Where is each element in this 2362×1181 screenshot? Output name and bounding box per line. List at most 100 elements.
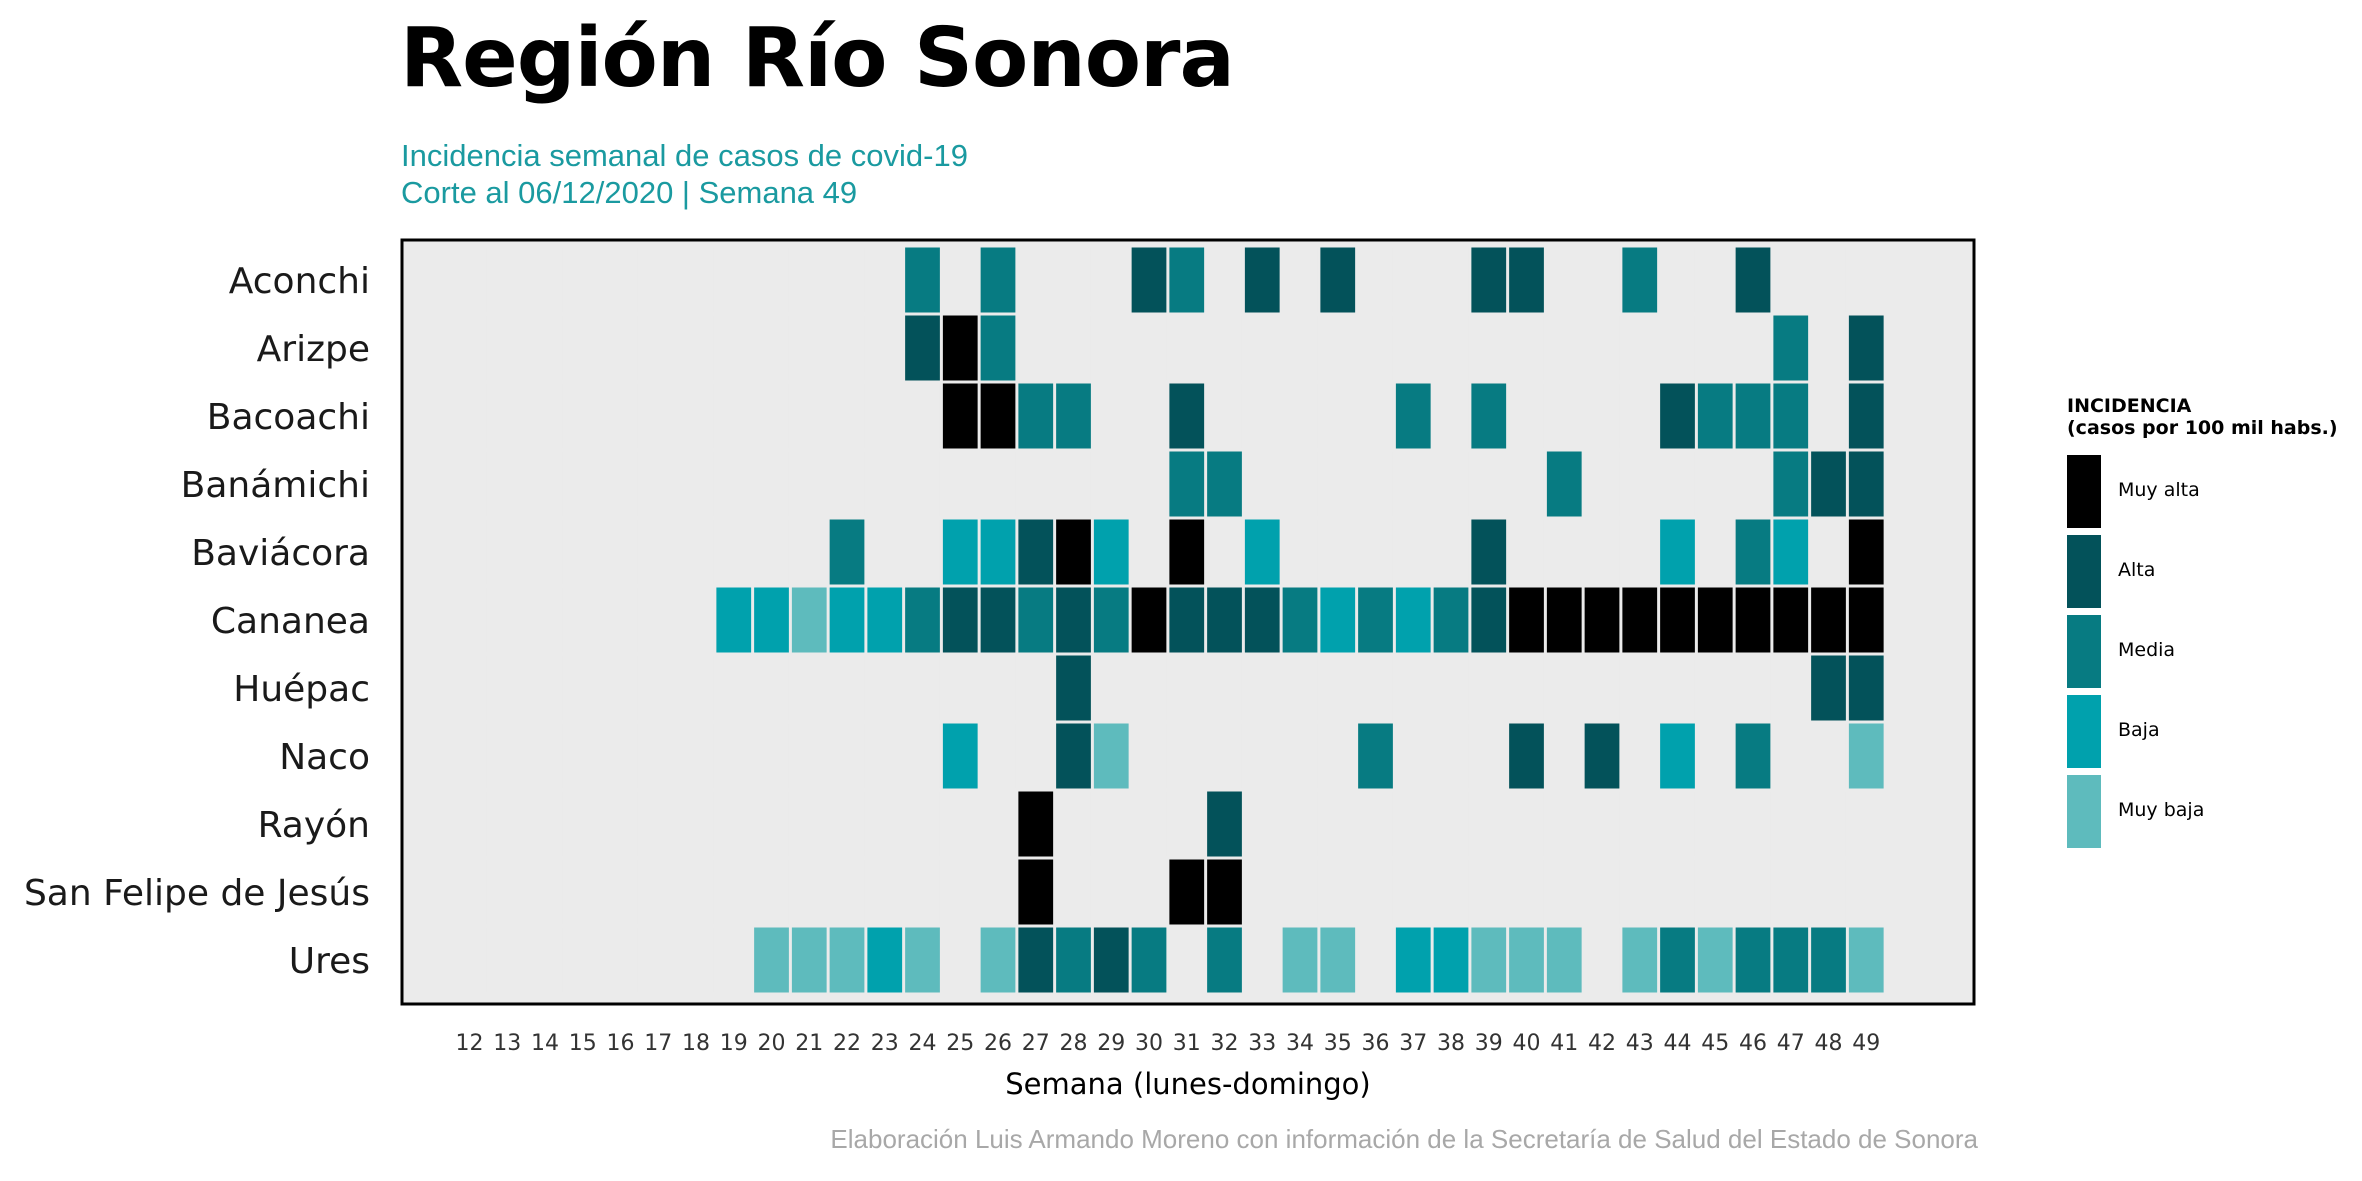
- heatmap-cell: [1697, 723, 1733, 789]
- legend-item-alta: Alta: [2067, 535, 2327, 608]
- heatmap-cell: [527, 655, 563, 721]
- heatmap-cell: [1848, 791, 1884, 857]
- heatmap-cell: [1622, 315, 1658, 381]
- heatmap-cell: [489, 519, 525, 585]
- heatmap-cell: [754, 247, 789, 313]
- heatmap-cell: [1244, 655, 1280, 721]
- heatmap-cell: [980, 791, 1016, 857]
- heatmap-cell: [1811, 859, 1846, 925]
- heatmap-cell: [1131, 791, 1167, 857]
- heatmap-cell: [603, 451, 638, 517]
- heatmap-cell: [1735, 859, 1771, 925]
- heatmap-cell: [1320, 791, 1356, 857]
- heatmap-cell: [716, 315, 752, 381]
- heatmap-cell: [1320, 927, 1356, 993]
- heatmap-cell: [1848, 587, 1884, 653]
- heatmap-cell: [1169, 383, 1205, 449]
- heatmap-cell: [1207, 451, 1242, 517]
- heatmap-cell: [1056, 315, 1091, 381]
- heatmap-cell: [1244, 451, 1280, 517]
- x-tick-label: 48: [1815, 1031, 1843, 1056]
- heatmap-cell: [489, 791, 525, 857]
- heatmap-cell: [1773, 587, 1809, 653]
- heatmap-cell: [489, 451, 525, 517]
- heatmap-cell: [1207, 655, 1242, 721]
- heatmap-cell: [1622, 723, 1658, 789]
- heatmap-cell: [942, 383, 978, 449]
- heatmap-cell: [1546, 791, 1582, 857]
- heatmap-cell: [1471, 315, 1507, 381]
- heatmap-cell: [452, 383, 487, 449]
- x-tick-label: 21: [795, 1031, 823, 1056]
- heatmap-cell: [1093, 927, 1129, 993]
- heatmap-cell: [1811, 519, 1846, 585]
- heatmap-cell: [1244, 587, 1280, 653]
- heatmap-cell: [905, 587, 940, 653]
- heatmap-cell: [1773, 519, 1809, 585]
- heatmap-cell: [1773, 791, 1809, 857]
- heatmap-cell: [1169, 315, 1205, 381]
- heatmap-cell: [1773, 451, 1809, 517]
- heatmap-cell: [1131, 383, 1167, 449]
- heatmap-cell: [942, 315, 978, 381]
- heatmap-cell: [829, 383, 865, 449]
- heatmap-cell: [1584, 587, 1620, 653]
- x-tick-label: 22: [833, 1031, 861, 1056]
- heatmap-cell: [603, 927, 638, 993]
- heatmap-cell: [1584, 315, 1620, 381]
- x-tick-label: 37: [1399, 1031, 1427, 1056]
- heatmap-cell: [1169, 791, 1205, 857]
- y-tick-label: Banámichi: [181, 465, 370, 506]
- heatmap-cell: [1811, 315, 1846, 381]
- heatmap-cell: [867, 723, 903, 789]
- legend-swatch: [2067, 695, 2101, 768]
- heatmap-cell: [565, 247, 601, 313]
- heatmap-cell: [1244, 315, 1280, 381]
- heatmap-cell: [716, 655, 752, 721]
- heatmap-cell: [1207, 519, 1242, 585]
- heatmap-cell: [1622, 791, 1658, 857]
- heatmap-cell: [1358, 451, 1393, 517]
- heatmap-cell: [1093, 791, 1129, 857]
- heatmap-cell: [980, 519, 1016, 585]
- legend-swatch: [2067, 775, 2101, 848]
- heatmap-cell: [905, 247, 940, 313]
- heatmap-cell: [791, 927, 827, 993]
- heatmap-cell: [452, 723, 487, 789]
- heatmap-cell: [452, 587, 487, 653]
- heatmap-cell: [1018, 859, 1054, 925]
- x-tick-label: 18: [682, 1031, 710, 1056]
- heatmap-cell: [791, 247, 827, 313]
- heatmap-cell: [1320, 247, 1356, 313]
- heatmap-cell: [754, 383, 789, 449]
- heatmap-cell: [791, 587, 827, 653]
- heatmap-cell: [1056, 723, 1091, 789]
- heatmap-cell: [565, 519, 601, 585]
- heatmap-cell: [791, 655, 827, 721]
- heatmap-cell: [640, 587, 676, 653]
- heatmap-cell: [942, 859, 978, 925]
- heatmap-cell: [489, 927, 525, 993]
- heatmap-cell: [754, 315, 789, 381]
- heatmap-cell: [1395, 655, 1431, 721]
- heatmap-cell: [640, 519, 676, 585]
- heatmap-cell: [1169, 587, 1205, 653]
- heatmap-cell: [829, 655, 865, 721]
- heatmap-cell: [1131, 519, 1167, 585]
- heatmap-cell: [1433, 655, 1469, 721]
- heatmap-cell: [905, 315, 940, 381]
- y-tick-label: Aconchi: [229, 261, 370, 302]
- heatmap-cell: [980, 859, 1016, 925]
- heatmap-cell: [1395, 451, 1431, 517]
- heatmap-cell: [1660, 519, 1695, 585]
- heatmap-cell: [791, 451, 827, 517]
- x-tick-label: 15: [569, 1031, 597, 1056]
- heatmap-cell: [1546, 315, 1582, 381]
- heatmap-cell: [603, 859, 638, 925]
- heatmap-cell: [1207, 315, 1242, 381]
- heatmap-cell: [905, 655, 940, 721]
- x-tick-label: 49: [1852, 1031, 1880, 1056]
- heatmap-cell: [1131, 927, 1167, 993]
- heatmap-cell: [1546, 587, 1582, 653]
- legend-label: Muy alta: [2118, 479, 2200, 501]
